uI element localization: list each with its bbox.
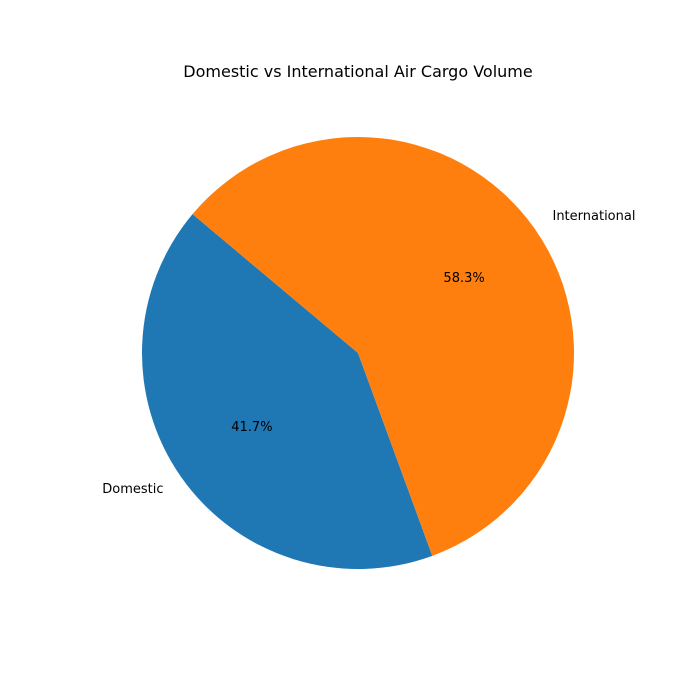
slice-label-domestic: Domestic xyxy=(102,482,163,497)
pct-label-domestic: 41.7% xyxy=(231,420,272,435)
chart-title: Domestic vs International Air Cargo Volu… xyxy=(183,62,532,81)
slice-label-international: International xyxy=(552,209,635,224)
pct-label-international: 58.3% xyxy=(443,271,484,286)
pie-slices xyxy=(142,136,575,569)
pie-labels: Domestic 41.7% International 58.3% xyxy=(102,209,635,497)
pie-slice-international xyxy=(192,136,575,556)
pie-slice-domestic xyxy=(142,214,433,569)
